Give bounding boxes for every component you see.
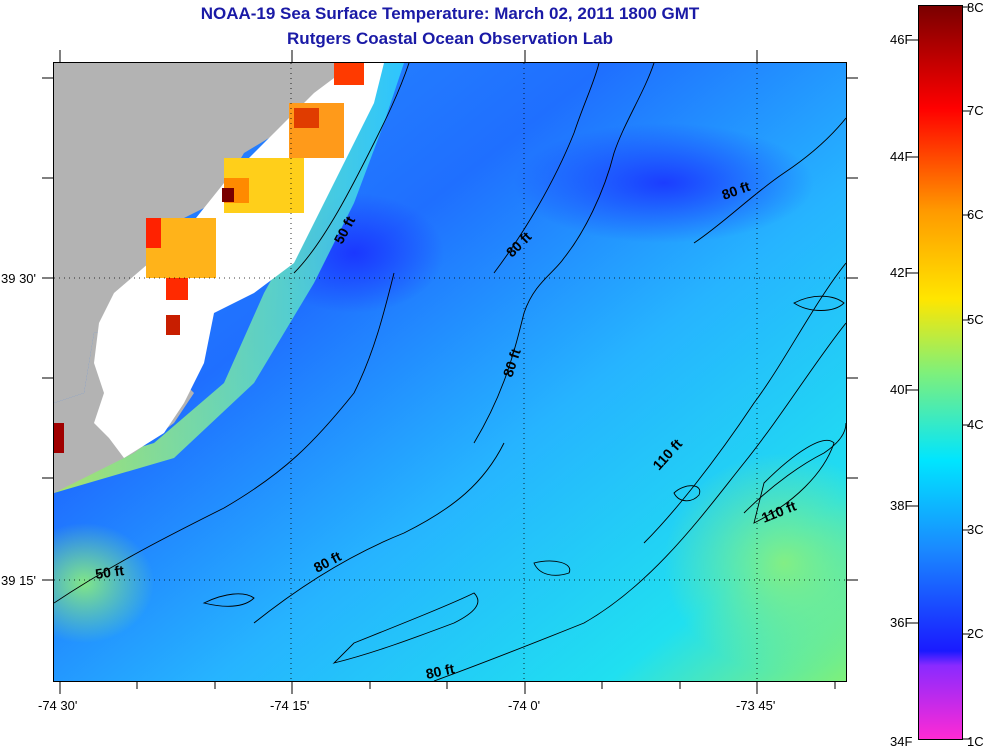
x-tick-label: -74 15' <box>270 698 310 713</box>
sst-map-canvas: 50 ft 80 ft 80 ft 80 ft 110 ft 110 ft 50… <box>54 63 846 681</box>
y-tick-label: 39 30' <box>1 271 37 286</box>
map-title: NOAA-19 Sea Surface Temperature: March 0… <box>200 4 700 23</box>
colorbar-c-label: 4C <box>967 417 984 432</box>
colorbar-c-label: 8C <box>967 0 984 15</box>
colorbar-f-label: 42F <box>890 265 913 280</box>
colorbar-c-label: 2C <box>967 626 984 641</box>
colorbar-c-label: 6C <box>967 207 984 222</box>
colorbar-f-label: 38F <box>890 498 913 513</box>
isobath-contours <box>54 63 846 681</box>
temperature-colorbar <box>918 5 963 740</box>
contour-label: 80 ft <box>424 660 456 681</box>
warm-water-patch <box>54 523 154 643</box>
colorbar-f-label: 36F <box>890 615 913 630</box>
sst-map[interactable]: 50 ft 80 ft 80 ft 80 ft 110 ft 110 ft 50… <box>53 62 847 682</box>
y-tick-label: 39 15' <box>1 573 37 588</box>
x-tick-label: -74 0' <box>508 698 541 713</box>
map-subtitle: Rutgers Coastal Ocean Observation Lab <box>287 29 613 48</box>
contour-label: 50 ft <box>94 562 125 582</box>
colorbar-f-label: 44F <box>890 149 913 164</box>
colorbar-c-label: 1C <box>967 734 984 749</box>
x-tick-label: -73 45' <box>736 698 776 713</box>
colorbar-c-label: 3C <box>967 522 984 537</box>
warm-water-patch <box>664 453 846 673</box>
cold-water-patch <box>514 123 814 243</box>
no-data-area <box>94 63 384 458</box>
colorbar-f-label: 40F <box>890 382 913 397</box>
colorbar-f-label: 46F <box>890 32 913 47</box>
x-tick-label: -74 30' <box>38 698 78 713</box>
colorbar-f-label: 34F <box>890 734 913 749</box>
graticule <box>54 63 846 681</box>
colorbar-c-label: 5C <box>967 312 984 327</box>
colorbar-c-label: 7C <box>967 103 984 118</box>
colorbar-gradient <box>919 6 962 739</box>
